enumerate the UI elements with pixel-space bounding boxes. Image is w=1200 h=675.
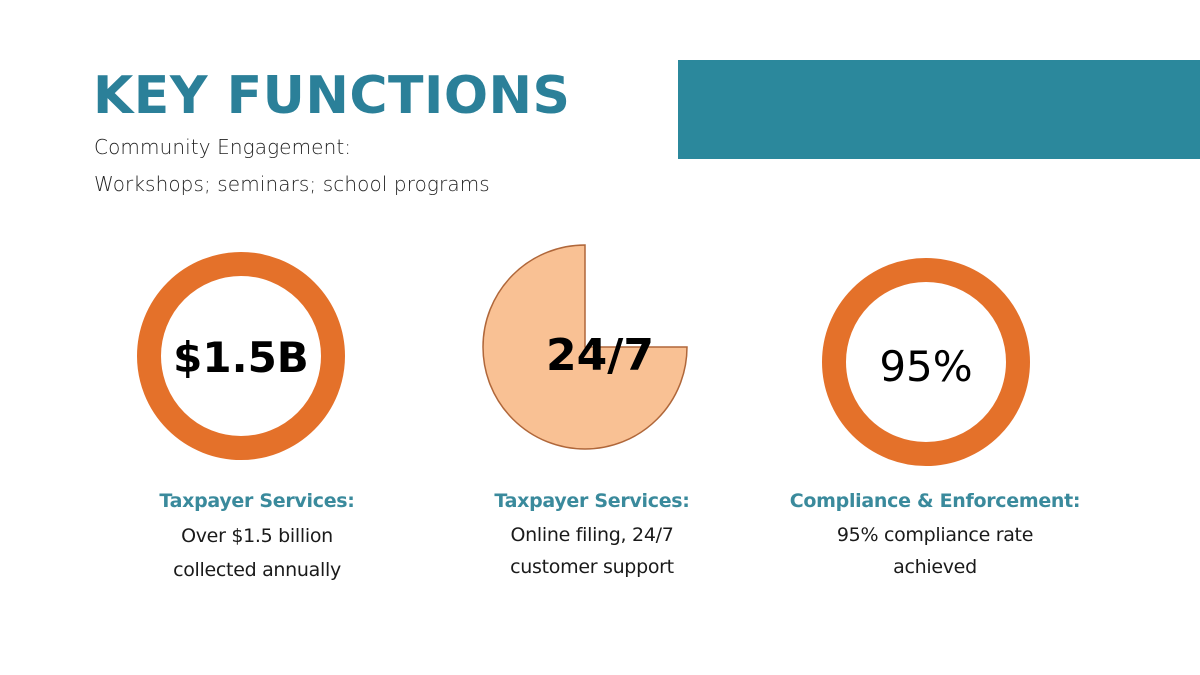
metric-1-value: $1.5B	[173, 333, 309, 382]
ring-icon	[822, 258, 1030, 466]
metric-3-line-2: achieved	[893, 556, 977, 578]
metric-2-line-2: customer support	[510, 556, 674, 578]
metric-1-line-1: Over $1.5 billion	[181, 525, 333, 547]
metric-1-caption: Taxpayer Services: Over $1.5 billion col…	[87, 489, 427, 587]
metric-1-line-2: collected annually	[173, 559, 341, 581]
slide-title: KEY FUNCTIONS	[93, 66, 571, 126]
metric-3-line-1: 95% compliance rate	[836, 524, 1034, 546]
metric-3-heading: Compliance & Enforcement:	[789, 490, 1081, 512]
pie-chart-icon	[482, 244, 688, 450]
metric-1-ring-graphic	[136, 251, 346, 461]
metric-2-caption: Taxpayer Services: Online filing, 24/7 c…	[422, 489, 762, 583]
metric-2-heading: Taxpayer Services:	[494, 490, 690, 512]
metric-3-ring-graphic	[821, 257, 1031, 467]
metric-2-value: 24/7	[546, 330, 654, 381]
subtitle-line-2: Workshops; seminars; school programs	[94, 172, 490, 196]
ring-icon	[137, 252, 345, 460]
accent-band	[678, 60, 1200, 159]
metric-2-pie-graphic	[479, 241, 691, 453]
metric-3-caption: Compliance & Enforcement: 95% compliance…	[755, 489, 1115, 583]
metric-1-heading: Taxpayer Services:	[159, 490, 355, 512]
subtitle-line-1: Community Engagement:	[94, 135, 352, 159]
metric-2-line-1: Online filing, 24/7	[510, 524, 674, 546]
metric-3-value: 95%	[879, 342, 973, 391]
